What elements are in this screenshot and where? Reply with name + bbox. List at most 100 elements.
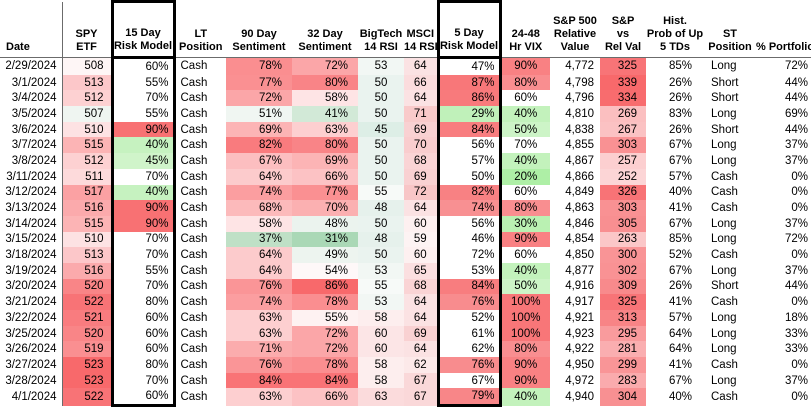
cell-sp-vs-rel-val[interactable]: 303 (600, 200, 646, 216)
cell-lt-position[interactable]: Cash (180, 311, 208, 324)
column-header-sent-32d[interactable]: 32 Day Sentiment (292, 1, 358, 58)
cell-vix-24-48[interactable]: 40% (500, 153, 550, 169)
cell-sent-90d[interactable]: 69% (226, 121, 292, 138)
cell-date[interactable]: 3/19/2024 (0, 262, 63, 279)
cell-spy-etf[interactable]: 517 (62, 184, 112, 201)
cell-bigtech-rsi[interactable]: 50 (358, 74, 404, 91)
cell-lt-position[interactable]: Cash (180, 280, 208, 293)
cell-vix-24-48[interactable]: 60% (514, 92, 538, 105)
cell-msci-rsi[interactable]: 64 (404, 294, 438, 310)
cell-sp500-rel-value[interactable]: 4,916 (565, 280, 594, 293)
cell-sp-vs-rel-val[interactable]: 334 (600, 90, 646, 107)
cell-sp-vs-rel-val[interactable]: 257 (600, 153, 646, 169)
cell-sent-90d[interactable]: 64% (226, 168, 292, 185)
cell-sent-90d[interactable]: 63% (226, 325, 292, 342)
cell-spy-etf[interactable]: 511 (62, 168, 112, 185)
cell-bigtech-rsi[interactable]: 60 (358, 325, 404, 342)
cell-sp500-rel-value[interactable]: 4,950 (565, 358, 594, 371)
cell-bigtech-rsi[interactable]: 50 (358, 168, 404, 185)
cell-date[interactable]: 3/7/2024 (0, 137, 63, 154)
cell-bigtech-rsi[interactable]: 58 (358, 372, 404, 389)
cell-hist-prob-up-5tds[interactable]: 64% (668, 327, 692, 340)
cell-msci-rsi[interactable]: 64 (404, 57, 438, 75)
cell-date[interactable]: 3/21/2024 (0, 294, 63, 310)
cell-hist-prob-up-5tds[interactable]: 41% (668, 202, 692, 215)
cell-hist-prob-up-5tds[interactable]: 26% (668, 76, 692, 89)
cell-sp500-rel-value[interactable]: 4,810 (565, 107, 594, 120)
cell-sent-32d[interactable]: 49% (292, 247, 358, 263)
cell-sp-vs-rel-val[interactable]: 281 (600, 341, 646, 358)
cell-hist-prob-up-5tds[interactable]: 40% (668, 186, 692, 199)
cell-risk-5d[interactable]: 46% (436, 231, 502, 248)
cell-lt-position[interactable]: Cash (180, 60, 208, 73)
cell-sp500-rel-value[interactable]: 4,923 (565, 327, 594, 340)
cell-hist-prob-up-5tds[interactable]: 67% (668, 139, 692, 152)
cell-date[interactable]: 3/18/2024 (0, 247, 63, 263)
cell-lt-position[interactable]: Cash (180, 154, 208, 167)
cell-st-position[interactable]: Long (711, 60, 737, 73)
cell-msci-rsi[interactable]: 60 (404, 215, 438, 232)
cell-sp500-rel-value[interactable]: 4,867 (565, 154, 594, 167)
cell-risk-15d[interactable]: 90% (110, 200, 176, 216)
cell-risk-5d[interactable]: 61% (436, 325, 502, 342)
cell-sp500-rel-value[interactable]: 4,772 (565, 60, 594, 73)
cell-sent-32d[interactable]: 70% (292, 200, 358, 216)
cell-vix-24-48[interactable]: 30% (500, 215, 550, 232)
cell-st-position[interactable]: Long (711, 154, 737, 167)
cell-sp500-rel-value[interactable]: 4,922 (565, 343, 594, 356)
cell-hist-prob-up-5tds[interactable]: 57% (668, 170, 692, 183)
cell-hist-prob-up-5tds[interactable]: 83% (668, 107, 692, 120)
cell-st-position[interactable]: Long (711, 327, 737, 340)
cell-date[interactable]: 3/20/2024 (0, 278, 63, 295)
cell-sp-vs-rel-val[interactable]: 325 (600, 294, 646, 310)
cell-sent-32d[interactable]: 86% (292, 278, 358, 295)
cell-lt-position[interactable]: Cash (180, 170, 208, 183)
cell-sp-vs-rel-val[interactable]: 305 (600, 215, 646, 232)
cell-pct-portfolio[interactable]: 37% (784, 264, 808, 277)
cell-pct-portfolio[interactable]: 0% (791, 170, 808, 183)
cell-risk-5d[interactable]: 72% (436, 247, 502, 263)
cell-vix-24-48[interactable]: 70% (514, 139, 538, 152)
cell-sp500-rel-value[interactable]: 4,863 (565, 202, 594, 215)
cell-lt-position[interactable]: Cash (180, 123, 208, 136)
cell-bigtech-rsi[interactable]: 50 (358, 153, 404, 169)
cell-sent-90d[interactable]: 64% (226, 247, 292, 263)
cell-sp-vs-rel-val[interactable]: 339 (600, 74, 646, 91)
cell-risk-15d[interactable]: 80% (110, 357, 176, 373)
cell-st-position[interactable]: Long (711, 217, 737, 230)
cell-sp-vs-rel-val[interactable]: 304 (600, 388, 646, 406)
cell-risk-15d[interactable]: 55% (110, 262, 176, 279)
cell-vix-24-48[interactable]: 90% (500, 372, 550, 389)
cell-bigtech-rsi[interactable]: 58 (358, 357, 404, 373)
cell-risk-5d[interactable]: 79% (436, 388, 502, 407)
cell-sp-vs-rel-val[interactable]: 300 (600, 247, 646, 263)
cell-lt-position[interactable]: Cash (180, 202, 208, 215)
cell-bigtech-rsi[interactable]: 45 (358, 121, 404, 138)
cell-lt-position[interactable]: Cash (180, 391, 208, 404)
cell-pct-portfolio[interactable]: 33% (784, 343, 808, 356)
column-header-hist-prob-up-5tds[interactable]: Hist. Prob of Up 5 TDs (646, 1, 704, 58)
cell-pct-portfolio[interactable]: 0% (791, 296, 808, 309)
cell-lt-position[interactable]: Cash (180, 92, 208, 105)
cell-vix-24-48[interactable]: 100% (500, 294, 550, 310)
cell-vix-24-48[interactable]: 40% (500, 262, 550, 279)
cell-pct-portfolio[interactable]: 44% (784, 280, 808, 293)
cell-risk-5d[interactable]: 74% (436, 200, 502, 216)
cell-sp-vs-rel-val[interactable]: 263 (600, 231, 646, 248)
cell-spy-etf[interactable]: 512 (62, 153, 112, 169)
cell-risk-15d[interactable]: 55% (110, 74, 176, 91)
cell-sent-90d[interactable]: 76% (226, 278, 292, 295)
cell-lt-position[interactable]: Cash (180, 186, 208, 199)
cell-msci-rsi[interactable]: 67 (404, 372, 438, 389)
cell-sent-32d[interactable]: 69% (292, 153, 358, 169)
cell-msci-rsi[interactable]: 68 (404, 278, 438, 295)
cell-msci-rsi[interactable]: 69 (404, 121, 438, 138)
cell-sent-90d[interactable]: 63% (226, 388, 292, 406)
cell-sent-90d[interactable]: 74% (226, 294, 292, 310)
cell-sent-90d[interactable]: 64% (226, 262, 292, 279)
cell-spy-etf[interactable]: 519 (62, 341, 112, 358)
cell-bigtech-rsi[interactable]: 60 (358, 341, 404, 358)
cell-sent-32d[interactable]: 66% (292, 388, 358, 406)
cell-sent-32d[interactable]: 80% (292, 137, 358, 154)
cell-date[interactable]: 3/11/2024 (0, 168, 63, 185)
